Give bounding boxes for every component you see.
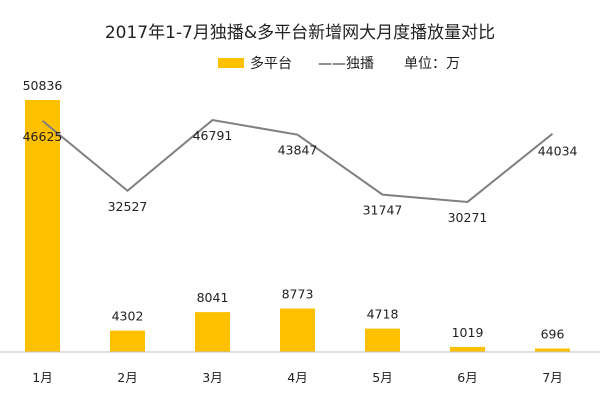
bar-4: [280, 308, 315, 352]
line-value-label-2: 32527: [108, 199, 148, 214]
x-tick-label-2: 2月: [117, 370, 137, 385]
x-tick-label-1: 1月: [32, 370, 52, 385]
line-exclusive: [41, 118, 554, 203]
bar-value-label-5: 4718: [367, 307, 399, 322]
bar-value-label-7: 696: [541, 327, 565, 342]
bar-2: [110, 330, 145, 352]
bar-value-label-2: 4302: [112, 309, 144, 324]
unit-label: 单位：万: [404, 56, 460, 72]
line-value-label-4: 43847: [278, 143, 318, 158]
x-tick-label-5: 5月: [372, 370, 392, 385]
line-value-label-1: 46625: [23, 129, 63, 144]
legend-swatch-multiplatform: [218, 58, 244, 68]
bar-value-label-6: 1019: [452, 325, 484, 340]
chart-title: 2017年1-7月独播&多平台新增网大月度播放量对比: [105, 23, 495, 43]
bar-value-label-1: 50836: [23, 78, 63, 93]
x-tick-label-6: 6月: [457, 370, 477, 385]
line-value-label-3: 46791: [193, 128, 233, 143]
bar-7: [535, 348, 570, 352]
plot-area: 1月 2月 3月 4月 5月 6月 7月 50836 4302 8041 8773 4718 1019 6…: [23, 78, 578, 385]
line-value-label-5: 31747: [363, 203, 403, 218]
line-value-label-7: 44034: [538, 144, 578, 159]
x-tick-label-7: 7月: [542, 370, 562, 385]
x-tick-label-4: 4月: [287, 370, 307, 385]
legend: 多平台 ——独播 单位：万: [218, 55, 460, 72]
bar-3: [195, 312, 230, 352]
line-value-label-6: 30271: [448, 210, 488, 225]
legend-label-multiplatform: 多平台: [250, 55, 292, 72]
bar-1: [25, 100, 60, 353]
bar-value-label-4: 8773: [282, 287, 314, 302]
x-tick-label-3: 3月: [202, 370, 222, 385]
bar-value-label-3: 8041: [197, 290, 229, 305]
bar-5: [365, 328, 400, 352]
bar-6: [450, 346, 485, 352]
legend-label-exclusive: ——独播: [318, 56, 374, 72]
